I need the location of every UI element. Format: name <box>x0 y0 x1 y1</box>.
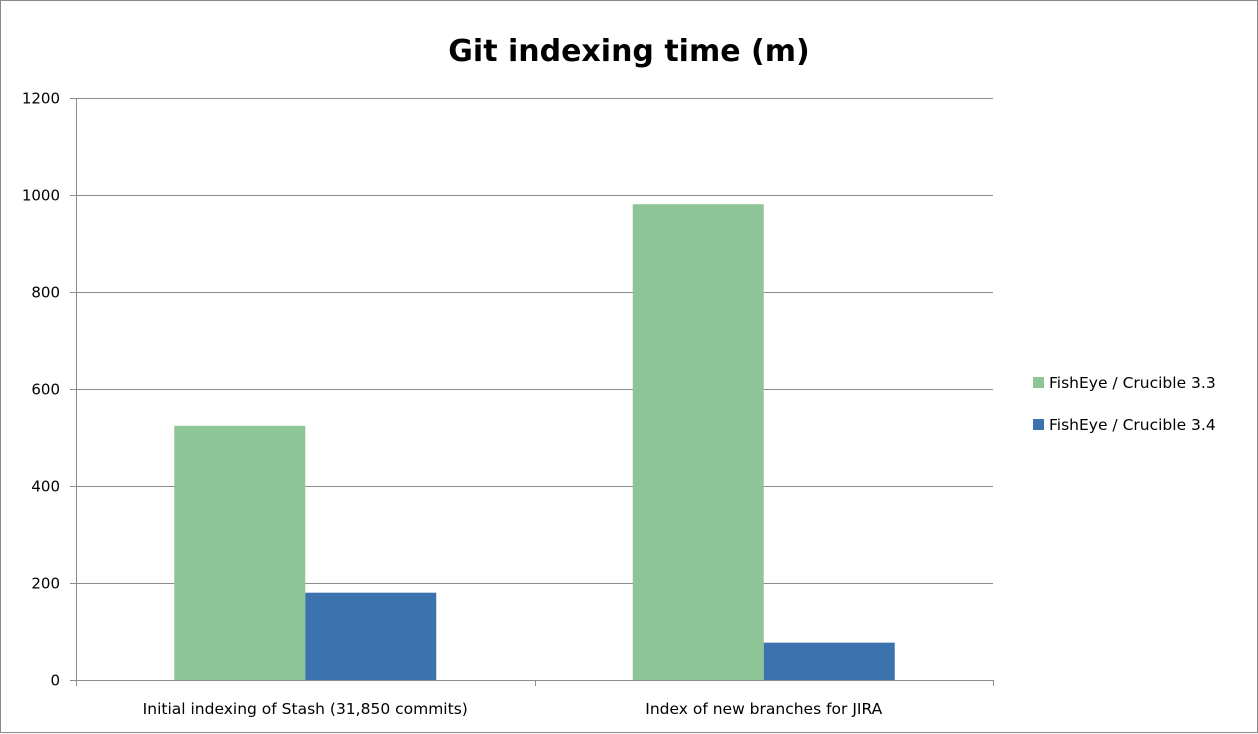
legend: FishEye / Crucible 3.3 FishEye / Crucible… <box>1033 374 1216 434</box>
bar <box>763 642 895 680</box>
axes <box>70 98 994 686</box>
legend-swatch <box>1033 419 1044 430</box>
y-axis-tick-labels: 0 200 400 600 800 1000 1200 <box>22 90 60 690</box>
y-tick-label: 600 <box>31 381 60 399</box>
bar <box>632 204 764 680</box>
legend-label: FishEye / Crucible 3.3 <box>1049 374 1216 392</box>
y-tick-label: 0 <box>50 672 60 690</box>
y-tick-label: 200 <box>31 575 60 593</box>
legend-label: FishEye / Crucible 3.4 <box>1049 416 1216 434</box>
chart-title: Git indexing time (m) <box>448 34 809 69</box>
x-category-label: Index of new branches for JIRA <box>645 700 882 718</box>
bar <box>174 425 306 680</box>
y-tick-label: 800 <box>31 284 60 302</box>
x-category-label: Initial indexing of Stash (31,850 commit… <box>143 700 468 718</box>
y-tick-label: 400 <box>31 478 60 496</box>
legend-swatch <box>1033 377 1044 388</box>
bar <box>305 592 437 680</box>
bars <box>174 204 895 680</box>
x-axis-category-labels: Initial indexing of Stash (31,850 commit… <box>143 700 883 718</box>
y-tick-label: 1200 <box>22 90 60 108</box>
y-tick-label: 1000 <box>22 187 60 205</box>
